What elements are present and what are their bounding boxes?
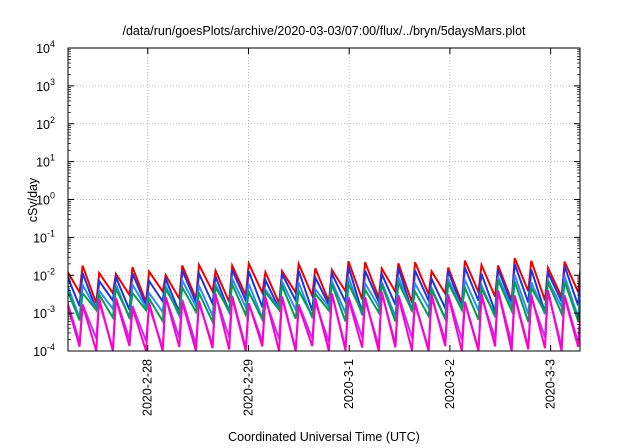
- x-axis-label: Coordinated Universal Time (UTC): [228, 430, 420, 444]
- y-axis-label: cSv/day: [26, 177, 40, 222]
- chart-title: /data/run/goesPlots/archive/2020-03-03/0…: [122, 24, 526, 38]
- y-tick-label: 100: [36, 191, 55, 208]
- series-group: [68, 257, 580, 351]
- x-tick-label: 2020-3-2: [443, 359, 457, 409]
- y-ticks: 10-4 10-3 10-2 10-1 100 101 102 103 104: [33, 39, 580, 359]
- y-tick-label: 104: [36, 39, 55, 56]
- x-ticks: 2020-2-28 2020-2-29 2020-3-1 2020-3-2 2020-3…: [141, 48, 558, 416]
- x-tick-label: 2020-3-3: [544, 359, 558, 409]
- y-tick-label: 10-3: [33, 304, 55, 321]
- x-tick-label: 2020-2-29: [241, 359, 255, 416]
- series-line-6: [68, 289, 580, 351]
- x-tick-label: 2020-2-28: [141, 359, 155, 416]
- y-tick-label: 10-2: [33, 266, 55, 283]
- y-tick-label: 10-4: [33, 342, 55, 359]
- y-tick-label: 10-1: [33, 228, 55, 245]
- y-tick-label: 102: [36, 115, 55, 132]
- y-tick-label: 101: [36, 153, 55, 170]
- series-line-4: [68, 278, 580, 326]
- x-tick-label: 2020-3-1: [342, 359, 356, 409]
- y-tick-label: 103: [36, 77, 55, 94]
